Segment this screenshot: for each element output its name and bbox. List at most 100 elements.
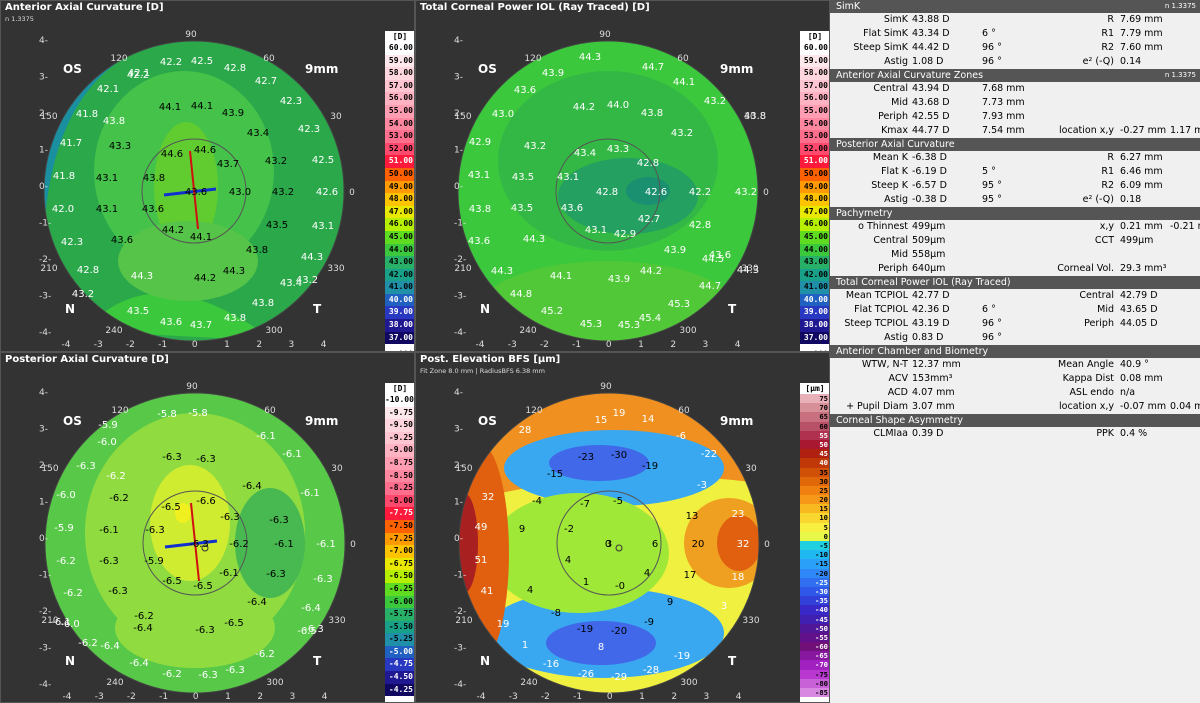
field-label: Mean TCPIOL <box>845 290 908 301</box>
map-value-label: -6.6 <box>196 496 216 507</box>
info-row: Periph 640µm Corneal Vol. 29.3 mm³ <box>830 262 1200 276</box>
legend-tick: 59.00 <box>385 54 414 68</box>
field-value: 7.68 mm <box>982 83 1025 94</box>
legend-tick: 51.00 <box>800 155 829 168</box>
field-label: WTW, N-T <box>861 359 908 370</box>
field-label: x,y <box>1099 221 1114 232</box>
map-value-label: 18 <box>732 572 745 583</box>
map-value-label: 43.6 <box>142 204 164 215</box>
field-value: 499µm <box>912 221 946 232</box>
map-value-label: -6 <box>676 431 686 442</box>
map-value-label: 6 <box>652 539 658 550</box>
axis-degree-label: 30 <box>745 464 757 474</box>
legend-tick: 39.00 <box>800 306 829 320</box>
y-tick-label: 0- <box>454 182 463 192</box>
legend-tick: 45 <box>800 449 829 459</box>
legend-tick: 47.00 <box>800 205 829 219</box>
map-value-label: 43.1 <box>96 173 118 184</box>
map-value-label: -6.1 <box>219 568 239 579</box>
field-label: Central <box>1079 290 1114 301</box>
legend-tick: 65 <box>800 412 829 422</box>
map-value-label: 43.8 <box>103 116 125 127</box>
map-value-label: 43.8 <box>246 245 268 256</box>
legend-tick: -75 <box>800 669 829 679</box>
topography-map[interactable]: 42.2 42.542.842.142.242.742.141.844.1 44.1… <box>1 1 381 352</box>
color-scale-legend: [D] 60.00 59.00 58.00 57.00 56.00 55.00 54.00 53… <box>385 31 414 351</box>
map-value-label: -6.3 <box>220 512 240 523</box>
section-header: Corneal Shape Asymmetry <box>830 414 1200 427</box>
map-value-label: 43.2 <box>704 96 726 107</box>
map-value-label: -6.2 <box>56 556 76 567</box>
map-value-label: -0 <box>615 581 625 592</box>
map-value-label: -23 <box>578 452 594 463</box>
legend-tick: 10 <box>800 513 829 523</box>
field-label: Mid <box>891 249 908 260</box>
field-value: 1.08 D <box>912 56 944 67</box>
legend-tick: -9.25 <box>385 431 414 445</box>
map-value-label: 43.2 <box>671 128 693 139</box>
topography-map[interactable]: 44.3 44.7 43.9 44.1 43.6 44.2 44.0 43.8 43.2 43.0… <box>416 1 796 352</box>
temporal-label: T <box>728 654 737 668</box>
legend-tick: -4.50 <box>385 671 414 684</box>
map-value-label: 45.2 <box>541 306 563 317</box>
map-title: Posterior Axial Curvature [D] <box>5 354 169 365</box>
info-row: Steep K -6.57 D 95 ° R2 6.09 mm <box>830 179 1200 193</box>
info-row: Astig 0.83 D 96 ° <box>830 331 1200 345</box>
map-value-label: 44.3 <box>301 252 323 263</box>
map-value-label: -16 <box>543 659 559 670</box>
legend-tick: 60.00 <box>385 42 414 55</box>
map-value-label: 44.6 <box>161 149 183 160</box>
map-value-label: 43.3 <box>109 141 131 152</box>
map-value-label: -5.8 <box>188 408 208 419</box>
map-value-label: -2 <box>564 524 574 535</box>
map-value-label: 44.5 <box>702 254 724 265</box>
y-tick-label: -1- <box>454 219 466 229</box>
posterior-elevation-panel[interactable]: Post. Elevation BFS [µm] Fit Zone 8.0 mm… <box>415 352 830 703</box>
map-value-label: -5.9 <box>54 523 74 534</box>
legend-tick: 47.00 <box>385 205 414 219</box>
legend-tick: 57.00 <box>800 79 829 93</box>
x-tick-label: 1 <box>638 340 644 350</box>
legend-unit: [D] <box>385 31 414 42</box>
map-value-label: 15 <box>595 415 608 426</box>
map-value-label: 44.3 <box>523 234 545 245</box>
anterior-axial-curvature-panel[interactable]: Anterior Axial Curvature [D] n 1.3375 42… <box>0 0 415 352</box>
field-value: 7.79 mm <box>1120 28 1163 39</box>
map-value-label: 43.9 <box>664 245 686 256</box>
axis-degree-label: 120 <box>525 406 542 416</box>
legend-tick: 45.00 <box>385 230 414 244</box>
field-value: 509µm <box>912 235 946 246</box>
y-tick-label: 1- <box>39 498 48 508</box>
map-subtitle: n 1.3375 <box>5 15 34 23</box>
y-tick-label: -2- <box>454 255 466 265</box>
y-tick-label: 1- <box>454 146 463 156</box>
legend-tick: 58.00 <box>800 67 829 80</box>
map-value-label: -6.4 <box>242 481 262 492</box>
info-row: Kmax 44.77 D 7.54 mm location x,y -0.27 mm 1.… <box>830 124 1200 138</box>
field-value: 95 ° <box>982 180 1002 191</box>
info-row: Steep TCPIOL 43.19 D 96 ° Periph 44.05 D <box>830 317 1200 331</box>
topography-map[interactable]: -5.8 -5.8-5.9-6.1-6.0-6.3 -6.3 -6.1-6.3-6.2… <box>1 353 381 703</box>
y-tick-label: -1- <box>454 571 466 581</box>
info-row: Central 43.94 D 7.68 mm <box>830 82 1200 96</box>
field-label: Periph <box>878 111 908 122</box>
total-corneal-power-panel[interactable]: Total Corneal Power IOL (Ray Traced) [D]… <box>415 0 830 352</box>
map-value-label: -28 <box>643 665 659 676</box>
legend-tick: -6.25 <box>385 582 414 596</box>
legend-tick: -7.50 <box>385 519 414 533</box>
legend-tick: -60 <box>800 642 829 652</box>
map-value-label: 42.1 <box>128 68 150 79</box>
legend-tick: -6.50 <box>385 570 414 583</box>
posterior-axial-curvature-panel[interactable]: Posterior Axial Curvature [D] -5.8 -5.8 -5… <box>0 352 415 703</box>
field-value: -6.57 D <box>912 180 947 191</box>
map-value-label: -6.2 <box>106 471 126 482</box>
map-value-label: 45.3 <box>580 319 602 330</box>
map-value-label: -6.1 <box>300 488 320 499</box>
field-label: Flat TCPIOL <box>854 304 908 315</box>
field-value: 0.39 D <box>912 428 944 439</box>
map-value-label: -6.3 <box>225 665 245 676</box>
map-scale-label: 9mm <box>305 62 338 76</box>
color-scale-legend: [µm] 75 70 65 60 55 50 45 40 35 30 25 20 15 10 5 0 -5 -10-… <box>800 383 829 702</box>
